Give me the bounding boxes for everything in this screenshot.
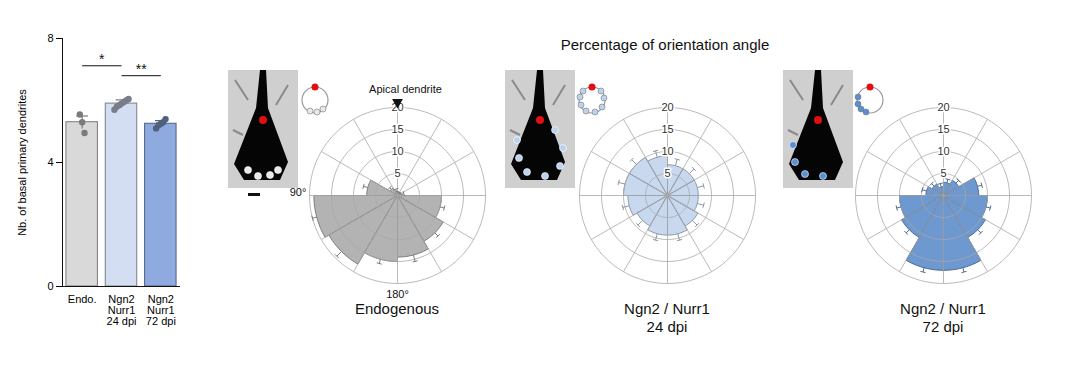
- svg-text:20: 20: [391, 101, 404, 113]
- svg-text:20: 20: [661, 101, 673, 113]
- html-text:Endogenous: Endogenous: [354, 300, 440, 317]
- svg-text:0: 0: [47, 280, 53, 292]
- html-text:Percentage of orientation angl: Percentage of orientation angle: [560, 36, 770, 53]
- svg-text:5: 5: [664, 167, 670, 179]
- svg-text:15: 15: [391, 123, 403, 135]
- svg-text:Endo.: Endo.: [68, 293, 97, 305]
- svg-text:10: 10: [661, 145, 673, 157]
- svg-text:**: **: [136, 61, 147, 77]
- html-text:Ngn2 / Nurr1 72 dpi: Ngn2 / Nurr1 72 dpi: [900, 300, 986, 335]
- svg-text:90°: 90°: [289, 185, 307, 198]
- svg-text:10: 10: [391, 145, 403, 157]
- svg-text:5: 5: [940, 167, 946, 179]
- svg-text:20: 20: [937, 101, 949, 113]
- svg-text:5: 5: [394, 167, 400, 179]
- svg-text:Ngn2Nurr124 dpi: Ngn2Nurr124 dpi: [107, 293, 137, 327]
- svg-text:15: 15: [661, 123, 673, 135]
- svg-text:Apical dendrite: Apical dendrite: [369, 83, 442, 95]
- svg-text:Ngn2Nurr172 dpi: Ngn2Nurr172 dpi: [146, 293, 176, 327]
- svg-text:4: 4: [47, 156, 53, 168]
- html-text:Ngn2 / Nurr1 24 dpi: Ngn2 / Nurr1 24 dpi: [624, 300, 710, 335]
- svg-text:15: 15: [937, 123, 949, 135]
- svg-text:*: *: [99, 51, 105, 67]
- svg-text:10: 10: [937, 145, 949, 157]
- svg-text:Nb. of basal primary dendrites: Nb. of basal primary dendrites: [16, 89, 28, 236]
- svg-text:180°: 180°: [386, 288, 409, 300]
- svg-text:8: 8: [47, 32, 53, 44]
